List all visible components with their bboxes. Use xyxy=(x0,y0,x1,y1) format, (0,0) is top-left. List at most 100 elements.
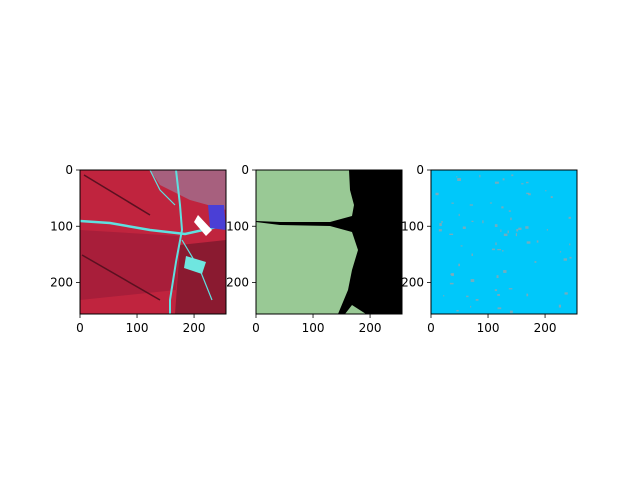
speckle xyxy=(496,275,499,279)
speckle xyxy=(462,226,466,229)
speckle xyxy=(558,304,561,308)
speckle xyxy=(509,310,513,314)
speckle xyxy=(471,253,473,256)
y-tick-label: 100 xyxy=(50,219,73,233)
speckle xyxy=(469,204,473,206)
x-tick-label: 200 xyxy=(183,321,206,335)
speckle xyxy=(439,223,442,227)
x-tick-label: 100 xyxy=(477,321,500,335)
speckle xyxy=(563,258,567,261)
speckle xyxy=(545,190,547,192)
speckle xyxy=(508,288,513,290)
y-tick-label: 0 xyxy=(65,163,73,177)
speckle xyxy=(456,309,459,312)
y-tick-label: 200 xyxy=(50,276,73,290)
speckle xyxy=(503,233,508,237)
road xyxy=(149,170,176,206)
x-tick-label: 0 xyxy=(252,321,260,335)
speckle xyxy=(479,174,481,178)
speckle xyxy=(564,292,568,295)
speckle xyxy=(449,233,454,236)
y-tick-label: 0 xyxy=(416,163,424,177)
speckle xyxy=(550,196,553,198)
speckle xyxy=(518,227,522,230)
speckle xyxy=(456,176,458,178)
axes-frame xyxy=(79,169,227,315)
building xyxy=(208,205,226,230)
speckle xyxy=(435,192,439,196)
prediction-fill xyxy=(431,170,577,314)
speckle xyxy=(470,279,475,283)
speckle xyxy=(438,229,442,232)
speckle xyxy=(494,289,498,292)
speckle xyxy=(458,213,460,217)
speckle xyxy=(568,216,571,219)
building-roof xyxy=(184,256,206,274)
speckle xyxy=(521,183,524,185)
prediction-speckles xyxy=(435,174,572,314)
x-tick-label: 100 xyxy=(126,321,149,335)
field-light-patch xyxy=(150,170,226,210)
x-tick-label: 200 xyxy=(359,321,382,335)
speckle xyxy=(534,261,537,263)
speckle xyxy=(503,270,507,273)
panel-segmentation-mask xyxy=(256,170,402,314)
speckle xyxy=(528,193,531,196)
x-tick-label: 200 xyxy=(534,321,557,335)
speckle xyxy=(443,295,445,297)
speckle xyxy=(494,224,498,227)
speckle xyxy=(458,263,460,267)
speckle xyxy=(546,229,549,231)
speckle xyxy=(526,241,531,244)
speckle xyxy=(449,282,454,285)
speckle xyxy=(470,305,472,308)
axes-frame xyxy=(255,169,403,315)
speckle xyxy=(441,221,443,223)
field-dark-area xyxy=(175,240,226,314)
speckle xyxy=(569,256,572,259)
speckle xyxy=(507,230,509,234)
y-tick-label: 0 xyxy=(241,163,249,177)
x-tick-label: 0 xyxy=(76,321,84,335)
speckle xyxy=(491,248,495,251)
speckle xyxy=(495,242,497,246)
building-roof xyxy=(194,215,212,236)
speckle xyxy=(494,181,499,184)
x-tick-label: 0 xyxy=(427,321,435,335)
speckle xyxy=(475,298,479,301)
road xyxy=(80,219,226,236)
speckle xyxy=(515,233,518,237)
speckle xyxy=(508,210,511,212)
speckle xyxy=(510,217,512,221)
speckle xyxy=(471,220,474,223)
speckle xyxy=(497,249,501,251)
speckle xyxy=(502,250,504,252)
speckle xyxy=(482,220,484,224)
speckle xyxy=(526,181,529,184)
speckle xyxy=(502,178,505,181)
speckle xyxy=(526,192,530,195)
speckle xyxy=(516,228,519,232)
speckle xyxy=(526,293,529,297)
speckle xyxy=(451,202,454,204)
speckle xyxy=(489,202,493,204)
road xyxy=(169,170,184,314)
speckle xyxy=(457,178,462,182)
furrow-line xyxy=(83,174,151,216)
y-tick-label: 100 xyxy=(226,219,249,233)
speckle xyxy=(497,293,501,296)
speckle xyxy=(451,273,454,277)
panel-prediction-map xyxy=(431,170,577,314)
speckle xyxy=(569,243,571,246)
y-tick-label: 100 xyxy=(401,219,424,233)
y-tick-label: 200 xyxy=(226,276,249,290)
field-dark-patch xyxy=(80,230,180,300)
axes-frame xyxy=(430,169,578,315)
speckle xyxy=(460,245,463,247)
tick-layer: 0 100 200 0 100 200 0 100 200 0 100 200 0 100 200 0 100 2… xyxy=(50,163,556,335)
mask-background-region xyxy=(256,170,402,314)
furrow-line xyxy=(81,254,161,301)
speckle xyxy=(559,251,562,253)
speckle xyxy=(497,307,502,310)
